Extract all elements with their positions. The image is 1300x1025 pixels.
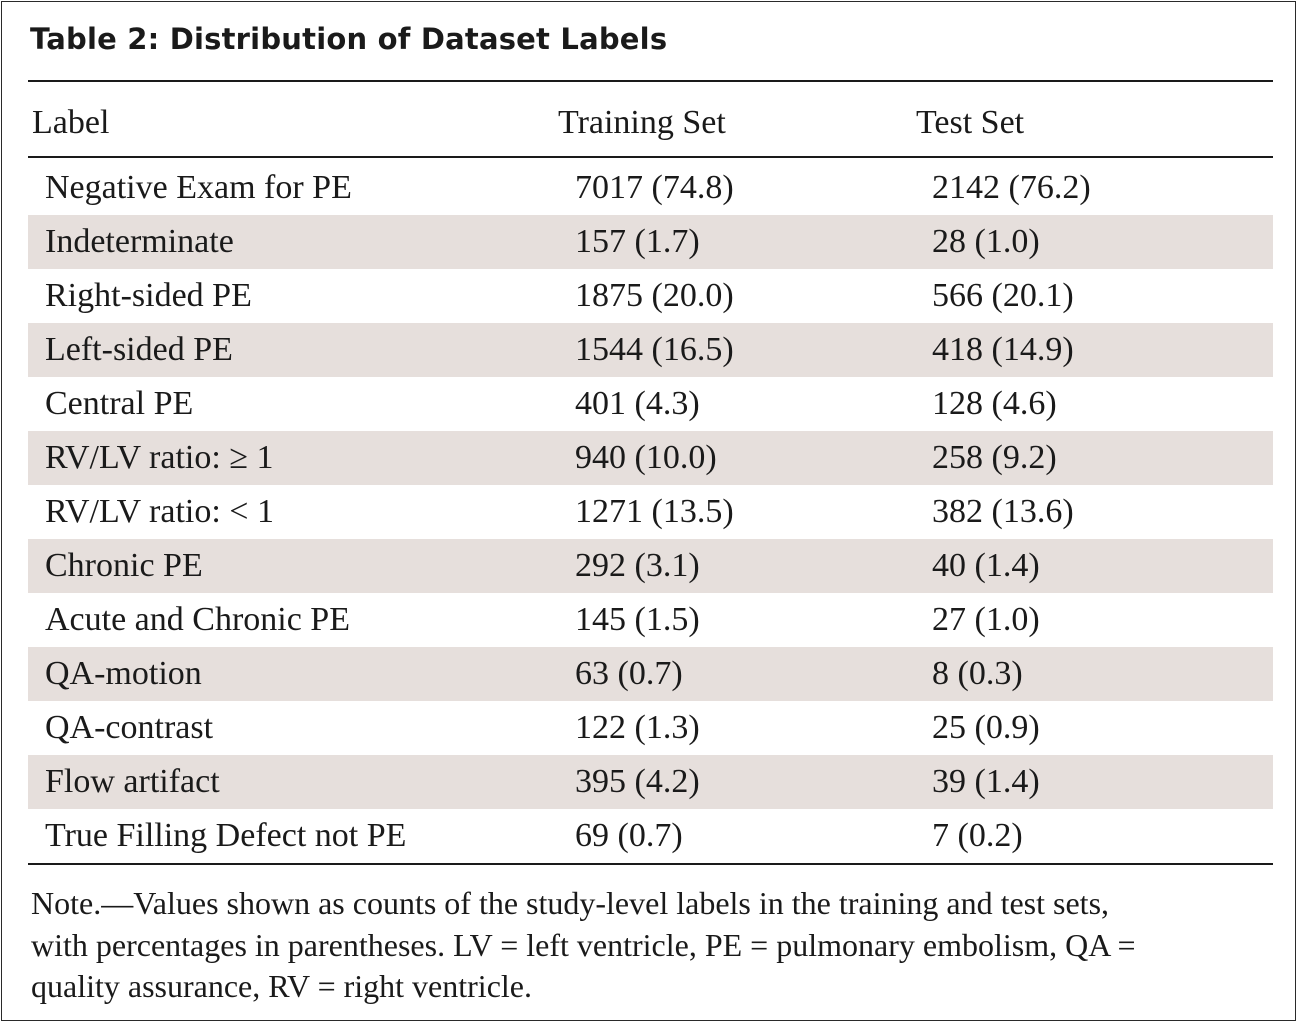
table-row: Left-sided PE 1544 (16.5) 418 (14.9)	[28, 323, 1273, 377]
row-training-value: 1271 (13.5)	[575, 493, 734, 530]
row-training-value: 292 (3.1)	[575, 547, 700, 584]
table-row: Central PE 401 (4.3) 128 (4.6)	[28, 377, 1273, 431]
row-training-value: 7017 (74.8)	[575, 169, 734, 206]
row-test-value: 7 (0.2)	[932, 817, 1023, 854]
row-label: Acute and Chronic PE	[45, 601, 350, 638]
row-label: Right-sided PE	[45, 277, 252, 314]
row-training-value: 63 (0.7)	[575, 655, 683, 692]
top-rule	[28, 80, 1273, 82]
row-test-value: 258 (9.2)	[932, 439, 1057, 476]
row-training-value: 940 (10.0)	[575, 439, 717, 476]
row-training-value: 122 (1.3)	[575, 709, 700, 746]
row-label: QA-motion	[45, 655, 202, 692]
row-label: Flow artifact	[45, 763, 220, 800]
table-row: Indeterminate 157 (1.7) 28 (1.0)	[28, 215, 1273, 269]
bottom-rule	[28, 863, 1273, 865]
row-test-value: 25 (0.9)	[932, 709, 1040, 746]
row-label: Left-sided PE	[45, 331, 233, 368]
row-test-value: 28 (1.0)	[932, 223, 1040, 260]
row-test-value: 382 (13.6)	[932, 493, 1074, 530]
header-label: Label	[32, 104, 110, 141]
row-test-value: 39 (1.4)	[932, 763, 1040, 800]
row-label: QA-contrast	[45, 709, 214, 746]
row-label: Chronic PE	[45, 547, 203, 584]
table-row: Right-sided PE 1875 (20.0) 566 (20.1)	[28, 269, 1273, 323]
row-label: RV/LV ratio: ≥ 1	[45, 439, 274, 476]
table-body: Negative Exam for PE 7017 (74.8) 2142 (7…	[28, 161, 1273, 863]
header-rule	[28, 156, 1273, 158]
table-title: Table 2: Distribution of Dataset Labels	[30, 22, 668, 56]
row-training-value: 401 (4.3)	[575, 385, 700, 422]
table-row: Flow artifact 395 (4.2) 39 (1.4)	[28, 755, 1273, 809]
table-row: QA-contrast 122 (1.3) 25 (0.9)	[28, 701, 1273, 755]
row-label: Negative Exam for PE	[45, 169, 352, 206]
row-test-value: 418 (14.9)	[932, 331, 1074, 368]
row-test-value: 566 (20.1)	[932, 277, 1074, 314]
row-test-value: 27 (1.0)	[932, 601, 1040, 638]
header-test-set: Test Set	[916, 104, 1025, 141]
note-line: Note.—Values shown as counts of the stud…	[31, 885, 1110, 921]
row-test-value: 40 (1.4)	[932, 547, 1040, 584]
table-row: True Filling Defect not PE 69 (0.7) 7 (0…	[28, 809, 1273, 863]
table-row: Acute and Chronic PE 145 (1.5) 27 (1.0)	[28, 593, 1273, 647]
row-training-value: 395 (4.2)	[575, 763, 700, 800]
row-test-value: 2142 (76.2)	[932, 169, 1091, 206]
table-row: RV/LV ratio: ≥ 1 940 (10.0) 258 (9.2)	[28, 431, 1273, 485]
row-training-value: 69 (0.7)	[575, 817, 683, 854]
row-label: Indeterminate	[45, 223, 234, 260]
row-test-value: 8 (0.3)	[932, 655, 1023, 692]
table-row: RV/LV ratio: < 1 1271 (13.5) 382 (13.6)	[28, 485, 1273, 539]
row-label: True Filling Defect not PE	[45, 817, 407, 854]
header-training-set: Training Set	[558, 104, 726, 141]
row-label: Central PE	[45, 385, 194, 422]
row-training-value: 1875 (20.0)	[575, 277, 734, 314]
note-line: quality assurance, RV = right ventricle.	[31, 968, 532, 1004]
table-note: Note.—Values shown as counts of the stud…	[31, 883, 1281, 1008]
row-test-value: 128 (4.6)	[932, 385, 1057, 422]
table-row: QA-motion 63 (0.7) 8 (0.3)	[28, 647, 1273, 701]
row-training-value: 157 (1.7)	[575, 223, 700, 260]
note-line: with percentages in parentheses. LV = le…	[31, 926, 1136, 963]
row-training-value: 1544 (16.5)	[575, 331, 734, 368]
table-row: Chronic PE 292 (3.1) 40 (1.4)	[28, 539, 1273, 593]
row-label: RV/LV ratio: < 1	[45, 493, 274, 530]
table-row: Negative Exam for PE 7017 (74.8) 2142 (7…	[28, 161, 1273, 215]
row-training-value: 145 (1.5)	[575, 601, 700, 638]
